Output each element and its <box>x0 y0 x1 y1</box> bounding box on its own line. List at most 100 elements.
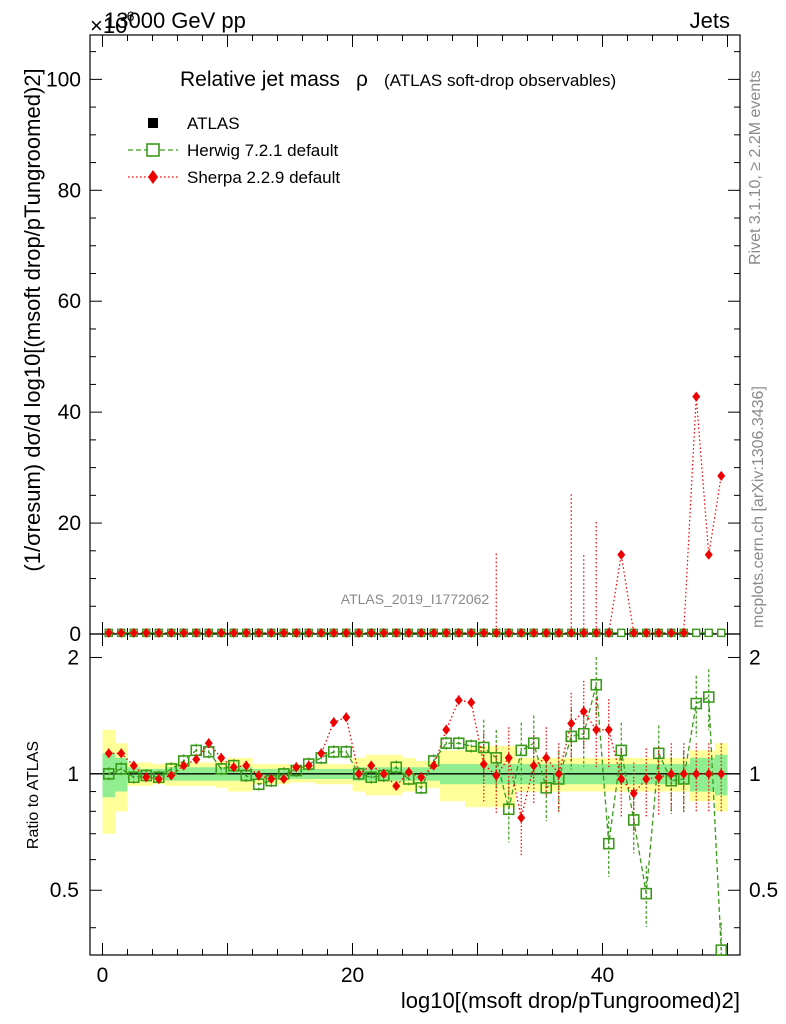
legend-atlas-label: ATLAS <box>187 114 240 133</box>
herwig-ratio-point <box>490 752 503 764</box>
herwig-ratio-point <box>652 747 665 760</box>
legend: ATLAS Herwig 7.2.1 default Sherpa 2.2.9 … <box>128 114 340 187</box>
y-tick-label-80: 80 <box>58 179 81 202</box>
sherpa-ratio-point <box>554 768 563 779</box>
sherpa-ratio-point <box>429 760 438 771</box>
sherpa-main-point <box>217 627 226 638</box>
sherpa-main-point <box>554 627 563 638</box>
xlabel: log10[(msoft drop/pTungroomed)2] <box>401 988 740 1013</box>
sherpa-main-point <box>154 627 163 638</box>
sherpa-ratio-point <box>179 760 188 771</box>
y-tick-label-60: 60 <box>58 290 81 313</box>
sherpa-main-point <box>679 627 688 638</box>
herwig-ratio-point <box>502 803 515 816</box>
sherpa-ratio-point <box>442 724 451 735</box>
sherpa-main-point <box>279 627 288 638</box>
sherpa-ratio-point <box>292 762 301 773</box>
sherpa-ratio-point <box>467 697 476 708</box>
legend-atlas-marker <box>148 118 158 128</box>
herwig-ratio-point <box>477 741 490 754</box>
title-note: (ATLAS soft-drop observables) <box>384 71 616 90</box>
herwig-ratio-point <box>715 944 728 956</box>
herwig-ratio-point <box>702 691 715 703</box>
sherpa-main-point <box>267 627 276 638</box>
herwig-ratio-point <box>527 737 540 750</box>
sherpa-main-point <box>717 470 726 481</box>
sherpa-main-point <box>567 627 576 638</box>
sherpa-ratio-point <box>642 773 651 784</box>
herwig-ratio-point <box>115 763 128 775</box>
herwig-ratio-point <box>690 697 703 710</box>
sherpa-main-point <box>142 627 151 638</box>
sherpa-main-point <box>104 627 113 638</box>
sherpa-ratio-point <box>304 760 313 771</box>
ratio-tick-label-right-2: 2 <box>749 646 761 669</box>
sherpa-ratio-point <box>529 760 538 771</box>
herwig-ratio-point <box>465 740 478 752</box>
sherpa-main-point <box>229 627 238 638</box>
ylabel-main: (1/σresum) dσ/d log10[(msoft drop/pTungr… <box>20 68 45 571</box>
sherpa-main-point <box>404 627 413 638</box>
sherpa-ratio-point <box>329 717 338 728</box>
x-tick-label-40: 40 <box>591 964 614 987</box>
sherpa-main-point <box>442 627 451 638</box>
sherpa-main-point <box>617 549 626 560</box>
sherpa-ratio-point <box>167 770 176 781</box>
ratio-tick-label-2: 2 <box>67 646 79 669</box>
herwig-ratio-point <box>452 737 465 750</box>
sherpa-ratio-point <box>254 770 263 781</box>
sherpa-main-point <box>167 627 176 638</box>
sherpa-ratio-point <box>129 760 138 771</box>
sherpa-ratio-point <box>692 768 701 779</box>
sherpa-ratio-point <box>379 768 388 779</box>
sherpa-main-point <box>379 627 388 638</box>
sherpa-main-point <box>642 627 651 638</box>
y-tick-label-40: 40 <box>58 401 81 424</box>
sherpa-main-point <box>342 627 351 638</box>
sherpa-ratio-point <box>142 772 151 783</box>
herwig-main-point <box>717 628 726 638</box>
sherpa-ratio-point <box>267 773 276 784</box>
sherpa-main-point <box>667 627 676 638</box>
sherpa-main-point <box>479 627 488 638</box>
sherpa-ratio-point <box>567 718 576 729</box>
scale-label: ×10 <box>90 13 127 38</box>
legend-herwig-label: Herwig 7.2.1 default <box>187 141 338 160</box>
ylabel-ratio: Ratio to ATLAS <box>25 741 42 849</box>
herwig-ratio-point <box>102 768 115 780</box>
sherpa-main-point <box>254 627 263 638</box>
sherpa-main-point <box>517 627 526 638</box>
energy-label: 13000 GeV pp <box>104 8 246 33</box>
herwig-ratio-point <box>440 737 453 750</box>
sherpa-main-point <box>579 627 588 638</box>
sherpa-ratio-point <box>667 768 676 779</box>
sherpa-ratio-point <box>654 772 663 783</box>
ratio-tick-label-1: 1 <box>67 763 79 786</box>
sherpa-main-point <box>304 627 313 638</box>
sherpa-ratio-point <box>579 706 588 717</box>
herwig-ratio-line <box>108 684 722 951</box>
sherpa-main-point <box>454 627 463 638</box>
sherpa-main-point <box>467 627 476 638</box>
sherpa-ratio-point <box>617 773 626 784</box>
sherpa-ratio-point <box>104 748 113 759</box>
ratio-frame <box>89 633 741 956</box>
scale-exponent: -6 <box>122 8 135 24</box>
sherpa-main-point <box>367 627 376 638</box>
sherpa-main-point <box>704 549 713 560</box>
legend-herwig-marker <box>146 143 160 157</box>
plot-layer: 0 20 40 0 20 40 60 80 100 0.5 0.5 1 1 2 2 <box>46 34 778 987</box>
sherpa-ratio-point <box>204 738 213 749</box>
sherpa-main-point <box>354 627 363 638</box>
x-tick-label-20: 20 <box>341 964 364 987</box>
ratio-tick-label-right-1: 1 <box>749 763 761 786</box>
analysis-watermark: ATLAS_2019_I1772062 <box>341 591 490 607</box>
sherpa-main-point <box>629 627 638 638</box>
sherpa-ratio-point <box>704 768 713 779</box>
sherpa-ratio-point <box>354 768 363 779</box>
herwig-ratio-point <box>565 730 578 743</box>
sherpa-main-point <box>604 627 613 638</box>
sherpa-ratio-point <box>392 781 401 792</box>
process-label: Jets <box>690 8 730 33</box>
